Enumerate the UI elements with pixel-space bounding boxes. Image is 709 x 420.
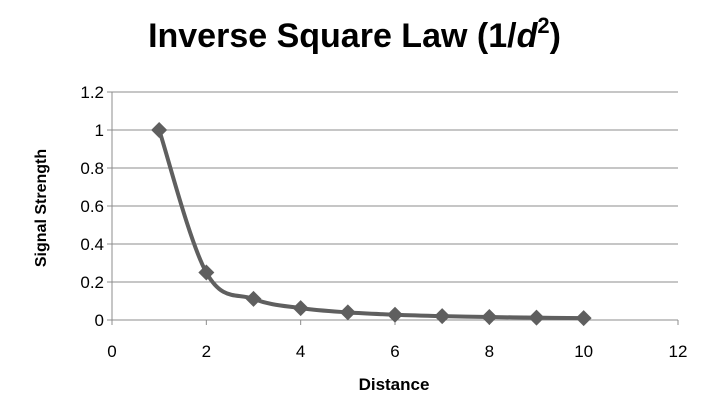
data-point-marker bbox=[151, 122, 168, 138]
y-axis-title: Signal Strength bbox=[33, 149, 50, 267]
axes bbox=[107, 91, 679, 325]
y-tick-label: 0.2 bbox=[80, 273, 104, 292]
y-tick-label: 0 bbox=[95, 311, 104, 330]
x-tick-label: 8 bbox=[485, 342, 494, 361]
data-point-marker bbox=[528, 309, 545, 326]
y-tick-label: 0.8 bbox=[80, 159, 104, 178]
chart-title: Inverse Square Law (1/d2) bbox=[0, 14, 709, 58]
x-tick-label: 0 bbox=[107, 342, 116, 361]
chart-title-suffix: ) bbox=[549, 17, 561, 55]
chart-title-prefix: Inverse Square Law (1/ bbox=[148, 17, 517, 55]
data-point-marker bbox=[198, 264, 215, 281]
data-point-marker bbox=[292, 300, 309, 317]
x-tick-label: 4 bbox=[296, 342, 305, 361]
data-point-marker bbox=[339, 304, 356, 321]
chart-title-exponent: 2 bbox=[537, 13, 550, 38]
x-tick-label: 6 bbox=[390, 342, 399, 361]
data-point-marker bbox=[245, 290, 262, 307]
y-tick-label: 0.4 bbox=[80, 235, 104, 254]
x-axis-title: Distance bbox=[359, 375, 430, 394]
y-tick-label: 1 bbox=[95, 121, 104, 140]
chart-title-variable: d bbox=[516, 17, 538, 55]
gridlines bbox=[112, 91, 678, 283]
x-tick-label: 10 bbox=[574, 342, 593, 361]
series bbox=[151, 122, 592, 327]
data-point-marker bbox=[434, 308, 451, 325]
series-line bbox=[157, 128, 586, 321]
data-point-marker bbox=[575, 310, 592, 327]
y-tick-label: 0.6 bbox=[80, 197, 104, 216]
x-tick-label: 2 bbox=[202, 342, 211, 361]
y-tick-label: 1.2 bbox=[80, 83, 104, 102]
data-point-marker bbox=[481, 309, 498, 326]
tick-labels: 0 0.2 0.4 0.6 0.8 1 1.2 0 2 4 6 8 10 12 bbox=[80, 83, 687, 361]
x-tick-label: 12 bbox=[669, 342, 688, 361]
data-point-marker bbox=[387, 306, 403, 323]
